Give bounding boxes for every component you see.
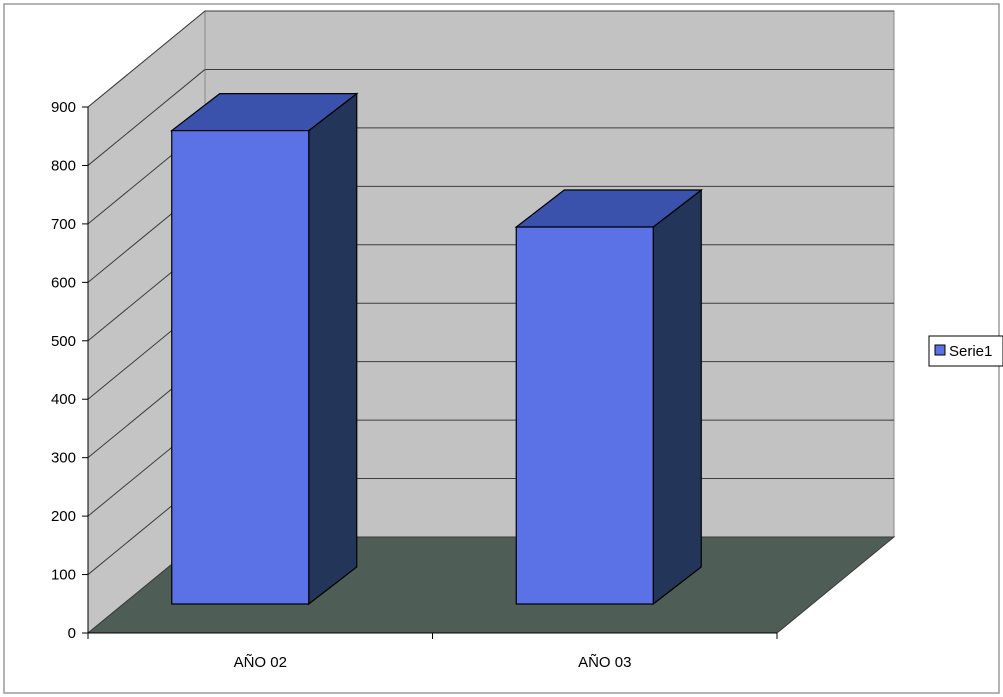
y-tick-label: 900 <box>51 99 76 116</box>
bar-side <box>652 188 702 606</box>
x-tick-label: AÑO 03 <box>578 654 631 671</box>
gridline-side <box>87 10 206 108</box>
gridline-side <box>87 69 206 166</box>
y-tick-label: 800 <box>51 157 76 174</box>
legend-label-serie1: Serie1 <box>949 343 992 360</box>
bar-front <box>515 226 654 605</box>
y-axis: 0 100 200 300 400 500 600 700 800 900 <box>51 99 89 642</box>
legend-swatch <box>934 344 946 356</box>
x-tick-label: AÑO 02 <box>234 654 287 671</box>
legend: Serie1 <box>928 335 1003 367</box>
y-tick-label: 400 <box>51 391 76 408</box>
bar <box>169 92 359 606</box>
y-tick-label: 200 <box>51 508 76 525</box>
y-tick-label: 0 <box>68 625 76 642</box>
bar <box>514 188 704 606</box>
y-tick-label: 700 <box>51 216 76 233</box>
y-tick-label: 100 <box>51 567 76 584</box>
bar-front <box>171 130 310 605</box>
bars <box>169 92 704 606</box>
x-axis: AÑO 02 AÑO 03 <box>87 632 778 671</box>
y-tick-label: 300 <box>51 450 76 467</box>
y-tick-label: 500 <box>51 333 76 350</box>
y-tick-label: 600 <box>51 274 76 291</box>
bar-side <box>308 92 358 606</box>
